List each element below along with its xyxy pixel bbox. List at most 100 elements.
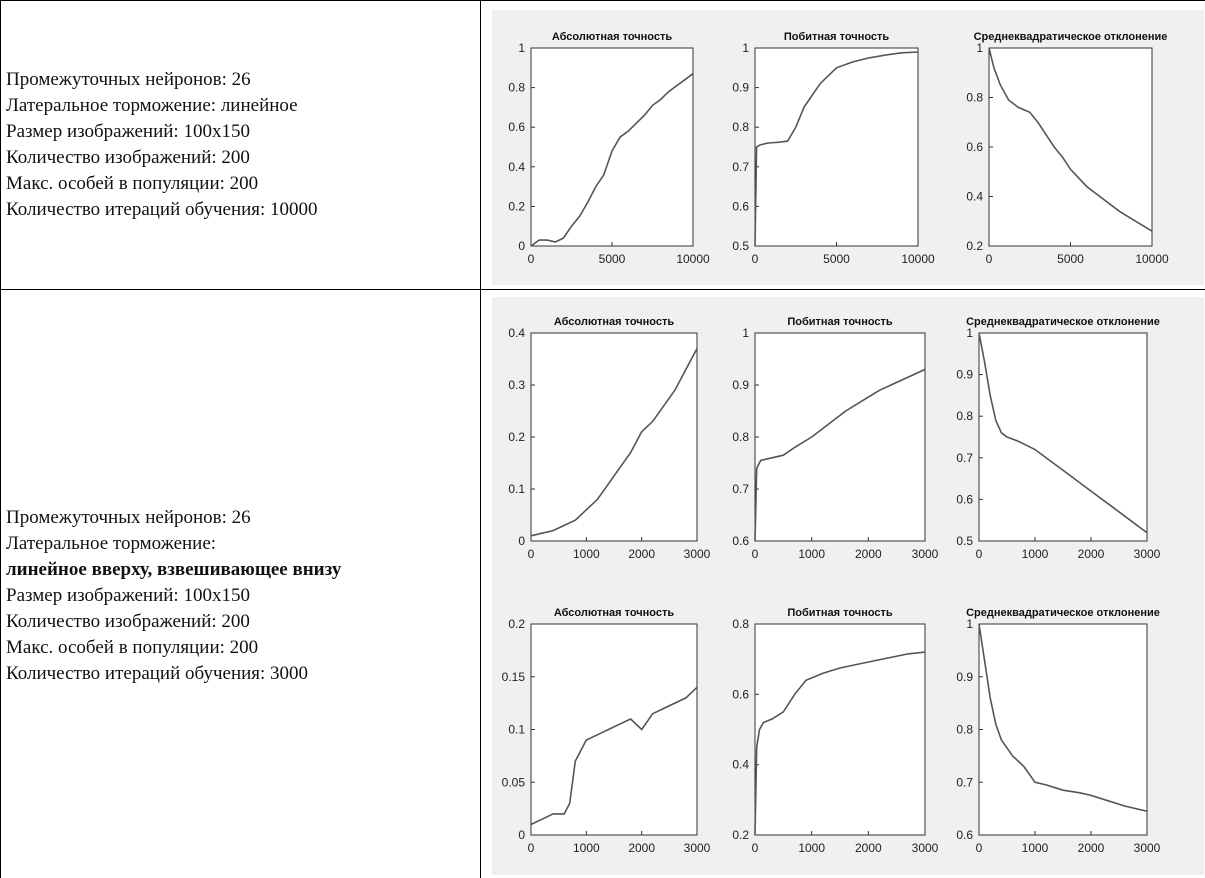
y-tick-label: 0 <box>518 828 525 842</box>
row1-line: Латеральное торможение: линейное <box>6 95 298 116</box>
x-tick-label: 0 <box>752 252 759 266</box>
chart-title: Побитная точность <box>784 31 890 43</box>
x-tick-label: 3000 <box>912 547 939 561</box>
x-tick-label: 0 <box>528 547 535 561</box>
y-tick-label: 0.4 <box>508 326 525 340</box>
y-tick-label: 0.6 <box>732 687 749 701</box>
y-tick-label: 0.8 <box>966 91 983 105</box>
row1-line: Размер изображений: 100х150 <box>6 121 250 142</box>
y-tick-label: 0.8 <box>508 81 525 95</box>
row1-line: Промежуточных нейронов: 26 <box>6 69 251 90</box>
chart-title: Побитная точность <box>787 607 893 619</box>
x-tick-label: 0 <box>976 547 983 561</box>
y-tick-label: 0.6 <box>508 120 525 134</box>
table-border-top <box>0 0 1205 1</box>
plot-area <box>978 623 1148 836</box>
chart-1: Абсолютная точность 0 0.2 0.4 0.6 0.8 1 0 5000 10… <box>508 31 710 266</box>
y-tick-label: 0.7 <box>732 160 749 174</box>
x-tick-label: 3000 <box>1134 547 1161 561</box>
plot-area <box>754 332 926 542</box>
chart-title: Среднеквадратическое отклонение <box>974 31 1168 43</box>
chart-title: Абсолютная точность <box>554 316 675 328</box>
plot-area <box>530 332 698 542</box>
x-tick-label: 2000 <box>855 841 882 855</box>
x-tick-label: 10000 <box>901 252 935 266</box>
series-line <box>754 368 926 542</box>
chart-title: Среднеквадратическое отклонение <box>966 316 1160 328</box>
x-tick-label: 0 <box>752 841 759 855</box>
x-tick-label: 0 <box>752 547 759 561</box>
series-line <box>530 348 698 537</box>
x-tick-label: 5000 <box>823 252 850 266</box>
series-line <box>754 651 926 836</box>
row2-line: Промежуточных нейронов: 26 <box>6 507 251 528</box>
y-tick-label: 1 <box>518 41 525 55</box>
y-tick-label: 0.05 <box>502 775 526 789</box>
y-tick-label: 0.2 <box>508 199 525 213</box>
row2-line: Количество итераций обучения: 3000 <box>6 663 309 684</box>
x-tick-label: 1000 <box>798 841 825 855</box>
row2-line: Латеральное торможение: <box>6 533 217 554</box>
y-tick-label: 0.8 <box>956 723 973 737</box>
chart-title: Среднеквадратическое отклонение <box>966 607 1160 619</box>
y-tick-label: 0.6 <box>966 140 983 154</box>
row2-line: Размер изображений: 100х150 <box>6 585 250 606</box>
y-tick-label: 0.6 <box>732 534 749 548</box>
y-tick-label: 0.4 <box>732 758 749 772</box>
x-tick-label: 1000 <box>1022 547 1049 561</box>
y-tick-label: 0.9 <box>732 378 749 392</box>
y-tick-label: 1 <box>966 326 973 340</box>
x-tick-label: 0 <box>986 252 993 266</box>
y-tick-label: 0 <box>518 239 525 253</box>
chart-3: Среднеквадратическое отклонение 0.2 0.4 0.6… <box>966 31 1169 266</box>
y-tick-label: 0.9 <box>732 81 749 95</box>
y-tick-label: 0.6 <box>956 492 973 506</box>
plot-area <box>754 623 926 836</box>
x-tick-label: 2000 <box>1078 841 1105 855</box>
x-tick-label: 3000 <box>912 841 939 855</box>
y-tick-label: 1 <box>966 617 973 631</box>
x-tick-label: 10000 <box>676 252 710 266</box>
y-tick-label: 0.4 <box>508 160 525 174</box>
row1-line: Макс. особей в популяции: 200 <box>6 173 259 194</box>
x-tick-label: 0 <box>528 252 535 266</box>
plot-area <box>530 623 698 836</box>
chart-9: Среднеквадратическое отклонение 0.6 0.7 0.8… <box>956 607 1160 855</box>
y-tick-label: 0.9 <box>956 670 973 684</box>
series-line <box>978 623 1148 813</box>
y-tick-label: 0.8 <box>732 617 749 631</box>
y-tick-label: 0.5 <box>956 534 973 548</box>
table-border-left <box>0 0 1 878</box>
table-border-divider <box>480 0 481 878</box>
y-tick-label: 0.2 <box>508 617 525 631</box>
x-tick-label: 2000 <box>628 547 655 561</box>
y-tick-label: 0.7 <box>956 451 973 465</box>
chart-5: Побитная точность 0.6 0.7 0.8 0.9 1 0 1000 2000 3… <box>732 316 938 561</box>
y-tick-label: 0 <box>518 534 525 548</box>
chart-title: Абсолютная точность <box>554 607 675 619</box>
series-line <box>754 51 919 247</box>
y-tick-label: 0.8 <box>732 430 749 444</box>
row2-line: Макс. особей в популяции: 200 <box>6 637 259 658</box>
chart-2: Побитная точность 0.5 0.6 0.7 0.8 0.9 1 0 5000 10… <box>732 31 935 266</box>
plot-area <box>530 47 694 247</box>
row1-parameters: Промежуточных нейронов: 26 Латеральное т… <box>6 67 318 223</box>
y-tick-label: 0.2 <box>966 239 983 253</box>
row1-line: Количество изображений: 200 <box>6 147 250 168</box>
y-tick-label: 0.7 <box>732 482 749 496</box>
y-tick-label: 0.6 <box>732 199 749 213</box>
x-tick-label: 5000 <box>599 252 626 266</box>
y-tick-label: 0.9 <box>956 368 973 382</box>
y-tick-label: 0.8 <box>732 120 749 134</box>
chart-6: Среднеквадратическое отклонение 0.5 0.6 0.7… <box>956 316 1160 561</box>
chart-8: Побитная точность 0.2 0.4 0.6 0.8 0 1000 2000 30… <box>732 607 938 855</box>
x-tick-label: 2000 <box>1078 547 1105 561</box>
chart-7: Абсолютная точность 0 0.05 0.1 0.15 0.2 0 1000 2… <box>502 607 711 855</box>
series-line <box>988 47 1153 232</box>
y-tick-label: 1 <box>742 41 749 55</box>
y-tick-label: 0.2 <box>508 430 525 444</box>
series-line <box>978 332 1148 534</box>
x-tick-label: 2000 <box>855 547 882 561</box>
